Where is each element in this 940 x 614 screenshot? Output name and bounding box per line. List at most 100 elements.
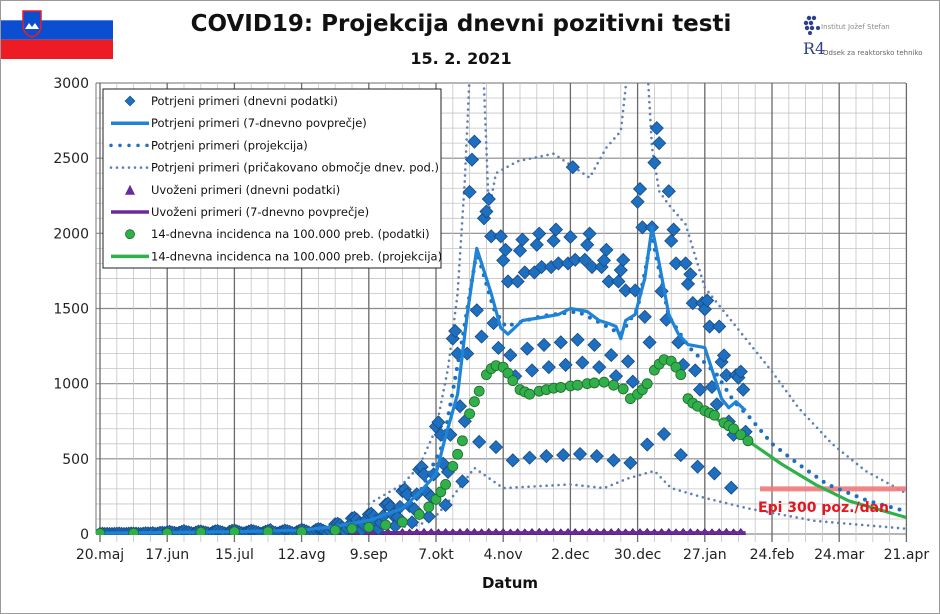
confirmed-daily-point xyxy=(625,374,640,389)
incidence-data-point xyxy=(670,361,682,373)
confirmed-daily-point xyxy=(522,450,537,465)
confirmed-7day-avg-line xyxy=(99,225,747,535)
incidence-data-point xyxy=(502,367,514,379)
incidence-data-point xyxy=(589,377,600,389)
legend-entry-label: Uvoženi primeri (dnevni podatki) xyxy=(151,183,340,197)
incidence-data-point xyxy=(413,509,425,520)
confirmed-daily-point xyxy=(484,229,499,244)
x-tick-label: 30.dec xyxy=(614,547,661,563)
confirmed-daily-point xyxy=(575,355,590,370)
incidence-data-point xyxy=(128,528,139,535)
confirmed-daily-point xyxy=(668,256,684,271)
confirmed-daily-point xyxy=(582,226,597,241)
legend-triangle-icon xyxy=(125,184,135,195)
confirmed-daily-point xyxy=(589,449,604,464)
slovenia-flag xyxy=(1,1,113,59)
y-tick-label: 2500 xyxy=(53,151,89,167)
confirmed-daily-point xyxy=(505,453,520,468)
incidence-data-point xyxy=(161,527,173,535)
confirmed-daily-point xyxy=(520,341,535,356)
confirmed-daily-point xyxy=(613,263,628,278)
y-tick-label: 1500 xyxy=(53,302,89,318)
x-tick-label: 21.apr xyxy=(884,547,930,563)
incidence-data-point xyxy=(262,526,274,535)
confirmed-daily-point xyxy=(719,368,734,383)
confirmed-daily-point xyxy=(580,237,595,252)
ijs-dots-icon xyxy=(803,15,820,35)
x-tick-label: 15.jul xyxy=(215,547,254,563)
y-tick-label: 0 xyxy=(80,527,89,543)
incidence-data-point xyxy=(572,379,583,391)
confirmed-daily-point xyxy=(431,415,446,430)
incidence-data-point xyxy=(96,528,106,535)
confirmed-daily-point xyxy=(664,233,679,248)
confirmed-daily-point xyxy=(539,449,554,464)
confirmed-daily-point xyxy=(599,242,614,257)
chart-subtitle: 15. 2. 2021 xyxy=(410,49,512,68)
legend-entry-label: Potrjeni primeri (projekcija) xyxy=(151,138,308,152)
confirmed-daily-point xyxy=(503,348,518,363)
legend-entry-label: Uvoženi primeri (7-dnevno povprečje) xyxy=(151,205,369,219)
x-tick-label: 24.mar xyxy=(814,547,864,563)
confirmed-daily-point xyxy=(474,329,489,344)
confirmed-daily-point xyxy=(702,319,717,334)
confirmed-daily-point xyxy=(700,293,715,308)
confirmed-daily-point xyxy=(640,437,655,452)
confirmed-daily-point xyxy=(546,233,561,248)
confirmed-daily-point xyxy=(707,466,722,481)
confirmed-daily-point xyxy=(491,340,506,355)
confirmed-daily-point xyxy=(515,232,530,247)
incidence-data-point xyxy=(598,376,610,388)
x-tick-label: 9.sep xyxy=(350,547,388,563)
confirmed-daily-point xyxy=(568,252,583,267)
confirmed-daily-point xyxy=(587,337,602,352)
confirmed-daily-point xyxy=(438,497,453,513)
y-tick-label: 1000 xyxy=(53,377,89,393)
incidence-data-point xyxy=(468,396,480,408)
incidence-data-point xyxy=(435,486,447,498)
confirmed-daily-point xyxy=(455,474,470,489)
x-tick-label: 27.jan xyxy=(683,547,727,563)
incidence-data-point xyxy=(608,379,619,391)
confirmed-daily-point xyxy=(690,459,705,474)
confirmed-daily-point xyxy=(565,160,580,175)
confirmed-daily-point xyxy=(733,364,748,379)
confirmed-daily-point xyxy=(688,363,703,378)
confirmed-daily-point xyxy=(666,222,681,237)
incidence-data-point xyxy=(346,523,358,535)
incidence-data-point xyxy=(742,435,754,447)
confirmed-daily-point xyxy=(524,363,540,378)
confirmed-daily-point xyxy=(736,382,751,397)
confirmed-daily-point xyxy=(724,480,739,495)
incidence-data-point xyxy=(296,526,307,535)
incidence-data-point xyxy=(430,494,442,505)
legend-entry-label: Potrjeni primeri (pričakovano območje dn… xyxy=(151,161,439,175)
x-axis-ticks: 20.maj 17.jun 15.jul 12.avg 9.sep 7.okt 4.nov 2… xyxy=(76,547,930,563)
incidence-data-point xyxy=(396,516,408,528)
confirmed-daily-point xyxy=(623,455,638,470)
confirmed-daily-point xyxy=(652,136,667,151)
confirmed-daily-point xyxy=(479,204,494,219)
confirmed-daily-point xyxy=(570,332,585,347)
confirmed-daily-point xyxy=(678,256,693,271)
y-tick-label: 3000 xyxy=(53,76,89,92)
confirmed-daily-point xyxy=(661,184,676,199)
incidence-data-point xyxy=(423,501,435,513)
x-tick-label: 4.nov xyxy=(484,547,523,563)
x-tick-label: 12.avg xyxy=(278,547,326,563)
incidence-data-point xyxy=(329,524,341,535)
confirmed-daily-point xyxy=(500,274,516,289)
incidence-data-point xyxy=(363,521,375,533)
dept-mark: R4 xyxy=(803,39,826,58)
confirmed-daily-point xyxy=(469,303,484,318)
legend-entry-label: Potrjeni primeri (dnevni podatki) xyxy=(151,94,338,108)
confirmed-daily-point xyxy=(611,274,626,289)
confirmed-daily-point xyxy=(517,265,532,280)
confirmed-daily-point xyxy=(601,274,616,289)
confirmed-daily-point xyxy=(558,357,573,372)
series-layer xyxy=(96,83,906,535)
incidence-data-point xyxy=(456,435,468,447)
confirmed-daily-point xyxy=(400,487,415,502)
y-tick-label: 500 xyxy=(62,452,89,468)
